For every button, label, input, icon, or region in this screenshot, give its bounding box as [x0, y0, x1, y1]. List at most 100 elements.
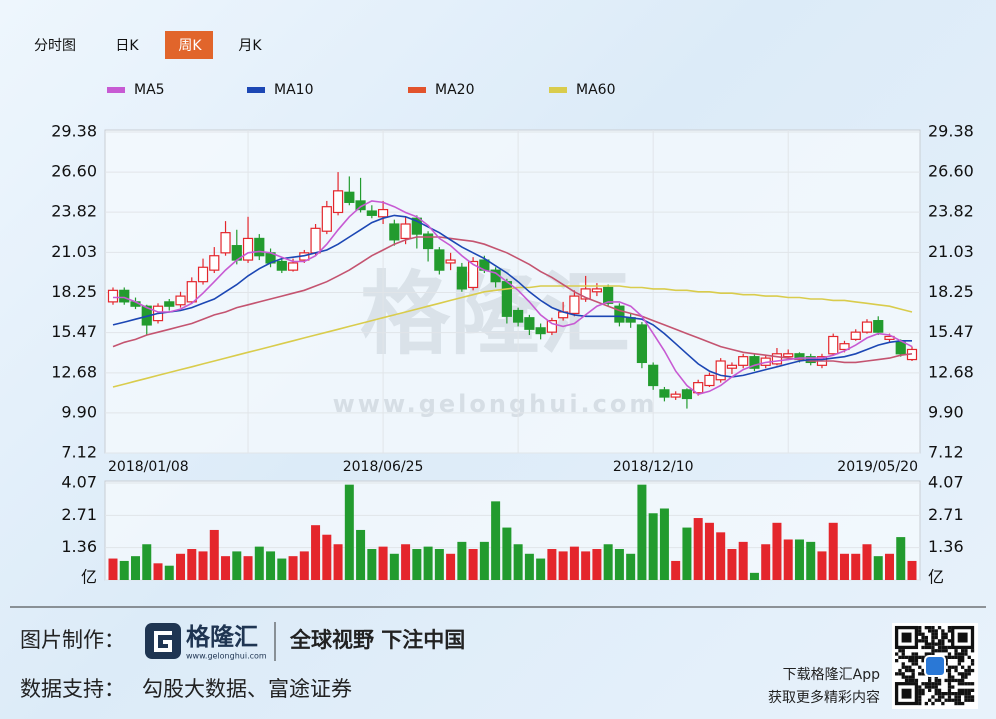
candle-body	[715, 360, 726, 381]
legend-label: MA10	[274, 82, 313, 98]
qr-cell	[941, 642, 945, 646]
qr-cell	[908, 678, 912, 683]
candle-body	[850, 331, 861, 340]
qr-cell	[901, 649, 905, 653]
volume-bar	[828, 522, 838, 580]
qr-cell	[918, 685, 922, 689]
tab[interactable]: 日K	[115, 38, 139, 54]
qr-cell	[947, 672, 952, 676]
volume-bar	[716, 532, 726, 580]
volume-bar	[637, 484, 647, 580]
qr-cell	[924, 685, 928, 689]
qr-cell	[901, 655, 905, 659]
qr-cell	[944, 632, 948, 636]
legend-swatch	[408, 87, 426, 93]
qr-cell	[961, 665, 965, 669]
qr-cell	[934, 629, 938, 633]
qr-cell	[914, 655, 919, 659]
qr-cell	[921, 632, 925, 636]
volume-bar	[873, 556, 883, 580]
qr-cell	[898, 668, 902, 673]
qr-cell	[937, 698, 942, 702]
legend-swatch	[247, 87, 265, 93]
volume-bar	[232, 551, 242, 580]
qr-cell	[964, 692, 968, 696]
qr-cell	[964, 649, 968, 653]
qr-cell	[957, 678, 961, 683]
qr-cell	[961, 692, 965, 696]
volume-bar	[412, 549, 422, 580]
candle-body	[456, 266, 467, 290]
qr-cell	[961, 678, 965, 683]
candle-body	[546, 320, 557, 333]
volume-bar	[457, 541, 467, 580]
candle-body	[119, 289, 130, 303]
candle-body	[209, 255, 220, 271]
volume-bar	[266, 551, 276, 580]
qr-cell	[947, 682, 952, 686]
qr-cell	[904, 675, 909, 679]
candle-body	[535, 327, 546, 335]
qr-cell	[911, 659, 915, 663]
volume-bar	[682, 527, 692, 580]
logo-g	[154, 631, 172, 652]
qr-cell	[934, 682, 938, 686]
qr-cell	[964, 688, 968, 692]
volume-bar	[749, 572, 759, 580]
legend-label: MA5	[134, 82, 165, 98]
qr-cell	[918, 692, 922, 696]
qr-cell	[937, 692, 942, 696]
qr-cell	[944, 655, 948, 659]
qr-cell	[954, 701, 958, 706]
qr-cell	[921, 692, 925, 696]
qr-cell	[961, 675, 965, 679]
volume-bar	[761, 544, 771, 580]
candle-body	[670, 393, 681, 398]
volume-bar	[862, 544, 872, 580]
qr-cell	[957, 659, 961, 663]
qr-cell	[901, 665, 905, 669]
qr-cell	[937, 626, 942, 630]
qr-cell	[934, 649, 938, 653]
qr-cell	[964, 672, 968, 676]
made-by-label: 图片制作：	[20, 628, 125, 652]
qr-cell	[928, 685, 932, 689]
volume-bar	[614, 549, 624, 580]
qr-cell	[957, 692, 961, 696]
qr-cell	[934, 678, 938, 683]
qr-cell	[951, 665, 955, 669]
tab[interactable]: 月K	[238, 38, 262, 54]
qr-cell	[941, 692, 945, 696]
y-tick-label: 亿	[81, 568, 97, 587]
qr-finder	[901, 632, 912, 643]
y-tick-label-right: 21.03	[928, 242, 974, 261]
candle-body	[828, 335, 839, 355]
volume-bar	[187, 549, 197, 580]
qr-cell	[921, 659, 925, 663]
tab[interactable]: 周K	[178, 38, 202, 54]
volume-bar	[491, 501, 501, 580]
x-tick-label: 2018/01/08	[108, 459, 189, 475]
qr-cell	[957, 672, 961, 676]
volume-bar	[603, 544, 613, 580]
ma-line	[112, 214, 912, 378]
qr-cell	[931, 682, 935, 686]
data-label: 数据支持：	[20, 677, 125, 701]
qr-cell	[911, 672, 915, 676]
qr-cell	[941, 635, 945, 640]
qr-cell	[947, 629, 952, 633]
candle-body	[861, 321, 873, 333]
qr-cell	[947, 675, 952, 679]
candle-body	[175, 295, 186, 306]
volume-bar	[569, 546, 579, 580]
qr-cell	[941, 645, 945, 650]
qr-pattern	[894, 625, 975, 706]
x-tick-label: 2018/12/10	[613, 459, 694, 475]
volume-bar	[738, 541, 748, 580]
qr-cell	[961, 672, 965, 676]
volume-bar	[277, 558, 287, 580]
tab[interactable]: 分时图	[34, 38, 76, 54]
data-sources: 勾股大数据、富途证券	[142, 677, 352, 701]
qr-cell	[914, 652, 919, 656]
